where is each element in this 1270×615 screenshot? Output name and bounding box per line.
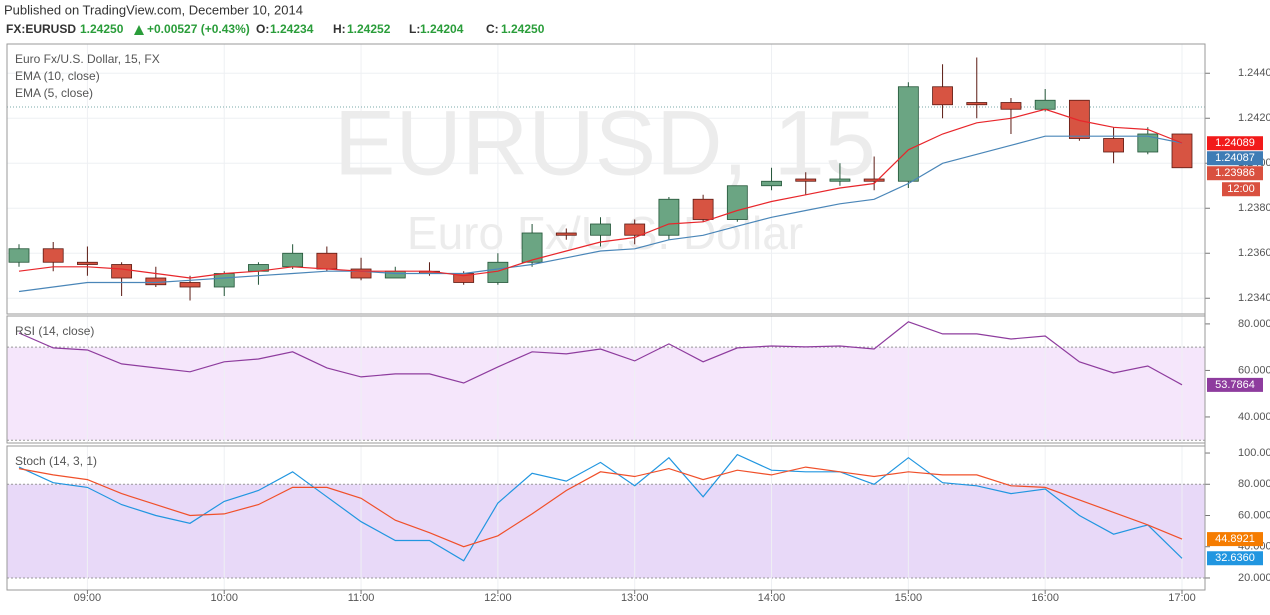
candle-body bbox=[692, 198, 714, 220]
candle-body bbox=[282, 252, 304, 268]
price-marker bbox=[1207, 377, 1263, 392]
candle-body bbox=[1171, 133, 1193, 169]
candle-body bbox=[316, 252, 338, 270]
candle-body bbox=[8, 248, 30, 263]
price-marker-label: 1.23986 bbox=[1215, 167, 1255, 179]
y-tick-label: 80.0000 bbox=[1238, 478, 1270, 490]
candle-body bbox=[111, 264, 133, 279]
candle-body bbox=[77, 261, 98, 265]
candle-body bbox=[384, 270, 406, 279]
y-tick-label: 40.0000 bbox=[1238, 411, 1270, 423]
candle-body bbox=[829, 178, 851, 182]
countdown-box bbox=[1222, 182, 1260, 197]
candle-body bbox=[863, 178, 885, 182]
candle-body bbox=[350, 268, 372, 279]
candle-body bbox=[726, 185, 748, 220]
symbol: FX:EURUSD bbox=[6, 22, 76, 36]
candle-body bbox=[555, 232, 577, 236]
y-tick-label: 1.23800 bbox=[1238, 202, 1270, 214]
line-series bbox=[18, 466, 1183, 548]
x-tick-label: 16:00 bbox=[1031, 592, 1059, 604]
candle-body bbox=[521, 232, 543, 263]
x-tick-label: 17:00 bbox=[1168, 592, 1196, 604]
price-marker bbox=[1207, 551, 1263, 566]
candle-body bbox=[658, 198, 680, 236]
band bbox=[7, 347, 1205, 441]
price-marker bbox=[1207, 532, 1263, 547]
candle-body bbox=[145, 277, 167, 286]
candle-body bbox=[1137, 133, 1159, 153]
change: +0.00527 (+0.43%) bbox=[147, 22, 250, 36]
x-tick-label: 15:00 bbox=[895, 592, 923, 604]
high-label: H: bbox=[333, 22, 346, 36]
close-label: C: bbox=[486, 22, 499, 36]
candle-body bbox=[590, 223, 611, 236]
candle-body bbox=[1068, 99, 1090, 139]
price-marker-label: 1.24087 bbox=[1215, 152, 1255, 164]
candle-body bbox=[761, 180, 782, 187]
y-tick-label: 1.24200 bbox=[1238, 112, 1270, 124]
x-tick-label: 11:00 bbox=[348, 592, 375, 604]
x-tick-label: 09:00 bbox=[74, 592, 102, 604]
candle-body bbox=[966, 102, 988, 106]
candle-body bbox=[624, 223, 646, 236]
candle-body bbox=[1000, 102, 1022, 110]
high: 1.24252 bbox=[347, 22, 391, 36]
candle-body bbox=[795, 178, 817, 182]
pane-title: Stoch (14, 3, 1) bbox=[15, 454, 97, 468]
band bbox=[7, 484, 1205, 578]
low: 1.24204 bbox=[420, 22, 464, 36]
line-series bbox=[18, 453, 1183, 562]
countdown: 12:00 bbox=[1227, 183, 1255, 195]
y-tick-label: 80.0000 bbox=[1238, 318, 1270, 330]
price-marker bbox=[1207, 166, 1263, 181]
y-tick-label: 20.0000 bbox=[1238, 572, 1270, 584]
candle-body bbox=[932, 86, 953, 106]
last-price: 1.24250 bbox=[80, 22, 124, 36]
y-tick-label: 60.0000 bbox=[1238, 509, 1270, 521]
legend-entry: EMA (5, close) bbox=[15, 86, 93, 100]
candle-body bbox=[42, 248, 64, 263]
open: 1.24234 bbox=[270, 22, 314, 36]
price-marker-label: 1.24089 bbox=[1215, 137, 1255, 149]
open-label: O: bbox=[256, 22, 269, 36]
y-tick-label: 1.23600 bbox=[1238, 247, 1270, 259]
price-marker bbox=[1207, 151, 1263, 166]
candle-body bbox=[213, 273, 235, 288]
x-tick-label: 12:00 bbox=[484, 592, 512, 604]
published: Published on TradingView.com, December 1… bbox=[4, 2, 303, 17]
x-tick-label: 10:00 bbox=[210, 592, 238, 604]
x-tick-label: 13:00 bbox=[621, 592, 649, 604]
price-marker bbox=[1207, 136, 1263, 151]
line-series bbox=[18, 135, 1183, 293]
legend-entry: EMA (10, close) bbox=[15, 69, 100, 83]
pane-title: Euro Fx/U.S. Dollar, 15, FX bbox=[15, 52, 160, 66]
close: 1.24250 bbox=[501, 22, 545, 36]
x-tick-label: 14:00 bbox=[758, 592, 786, 604]
low-label: L: bbox=[409, 22, 420, 36]
price-marker-label: 32.6360 bbox=[1215, 552, 1255, 564]
line-series bbox=[18, 321, 1183, 386]
watermark: EURUSD, 15 bbox=[334, 92, 876, 194]
candle-body bbox=[1034, 99, 1056, 110]
candle-body bbox=[1103, 138, 1124, 153]
y-tick-label: 1.23400 bbox=[1238, 292, 1270, 304]
price-marker-label: 53.7864 bbox=[1215, 379, 1255, 391]
y-tick-label: 100.0000 bbox=[1238, 447, 1270, 459]
line-series bbox=[18, 108, 1183, 279]
candle-body bbox=[179, 282, 201, 288]
pane-title: RSI (14, close) bbox=[15, 324, 94, 338]
candle-body bbox=[897, 86, 919, 182]
price-marker-label: 44.8921 bbox=[1215, 533, 1255, 545]
y-tick-label: 60.0000 bbox=[1238, 364, 1270, 376]
up-arrow bbox=[134, 25, 144, 35]
y-tick-label: 1.24400 bbox=[1238, 67, 1270, 79]
